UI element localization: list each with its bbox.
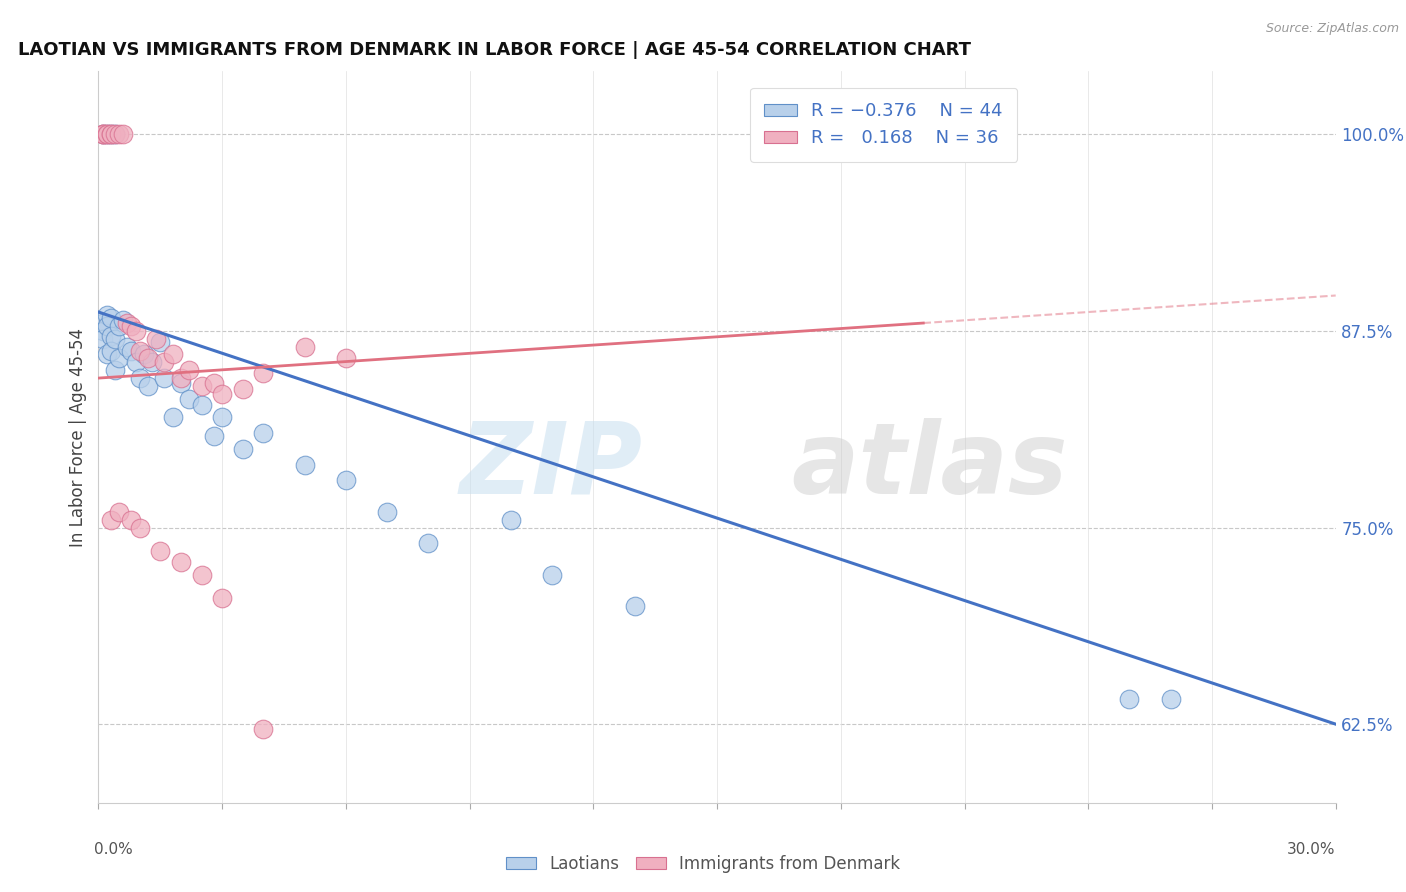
Point xyxy=(128,344,150,359)
Point xyxy=(202,429,225,443)
Point xyxy=(91,316,114,330)
Point xyxy=(108,128,131,142)
Point xyxy=(179,392,201,406)
Point xyxy=(128,520,150,534)
Point xyxy=(124,355,146,369)
Point xyxy=(170,376,193,390)
Y-axis label: In Labor Force | Age 45-54: In Labor Force | Age 45-54 xyxy=(69,327,87,547)
Point xyxy=(252,426,274,441)
Point xyxy=(104,363,127,377)
Point xyxy=(91,128,114,142)
Point xyxy=(108,319,131,334)
Text: 0.0%: 0.0% xyxy=(94,842,134,857)
Point xyxy=(100,513,122,527)
Text: Source: ZipAtlas.com: Source: ZipAtlas.com xyxy=(1265,22,1399,36)
Point xyxy=(232,382,254,396)
Point xyxy=(1118,692,1140,706)
Point xyxy=(128,371,150,385)
Text: 30.0%: 30.0% xyxy=(1288,842,1336,857)
Point xyxy=(418,536,440,550)
Point xyxy=(136,351,159,365)
Point xyxy=(112,128,135,142)
Point xyxy=(375,505,398,519)
Point xyxy=(120,344,142,359)
Point xyxy=(100,311,122,326)
Point xyxy=(108,351,131,365)
Point xyxy=(104,128,127,142)
Point xyxy=(91,128,114,142)
Point xyxy=(190,398,212,412)
Point xyxy=(117,316,139,330)
Point xyxy=(211,410,233,425)
Point xyxy=(153,355,176,369)
Point xyxy=(104,332,127,346)
Point xyxy=(252,722,274,736)
Point xyxy=(120,513,142,527)
Point xyxy=(211,591,233,606)
Point xyxy=(149,544,172,558)
Point xyxy=(162,347,184,361)
Point xyxy=(96,319,118,334)
Point xyxy=(170,371,193,385)
Legend: R = −0.376    N = 44, R =   0.168    N = 36: R = −0.376 N = 44, R = 0.168 N = 36 xyxy=(749,87,1018,161)
Point xyxy=(252,367,274,381)
Point xyxy=(149,334,172,349)
Point xyxy=(96,128,118,142)
Point xyxy=(96,308,118,322)
Point xyxy=(124,324,146,338)
Text: atlas: atlas xyxy=(792,417,1067,515)
Point xyxy=(91,128,114,142)
Point xyxy=(132,347,155,361)
Text: LAOTIAN VS IMMIGRANTS FROM DENMARK IN LABOR FORCE | AGE 45-54 CORRELATION CHART: LAOTIAN VS IMMIGRANTS FROM DENMARK IN LA… xyxy=(18,41,972,59)
Point xyxy=(96,128,118,142)
Point xyxy=(91,324,114,338)
Point xyxy=(100,128,122,142)
Point xyxy=(170,555,193,569)
Point xyxy=(100,128,122,142)
Point xyxy=(232,442,254,456)
Point xyxy=(136,379,159,393)
Point xyxy=(153,371,176,385)
Point xyxy=(162,410,184,425)
Legend: Laotians, Immigrants from Denmark: Laotians, Immigrants from Denmark xyxy=(499,848,907,880)
Point xyxy=(96,347,118,361)
Text: ZIP: ZIP xyxy=(460,417,643,515)
Point xyxy=(100,128,122,142)
Point xyxy=(541,567,564,582)
Point xyxy=(623,599,645,614)
Point xyxy=(108,505,131,519)
Point xyxy=(96,128,118,142)
Point xyxy=(179,363,201,377)
Point xyxy=(335,473,357,487)
Point xyxy=(120,319,142,334)
Point xyxy=(294,458,316,472)
Point xyxy=(112,313,135,327)
Point xyxy=(190,379,212,393)
Point xyxy=(141,355,163,369)
Point xyxy=(190,567,212,582)
Point xyxy=(499,513,522,527)
Point xyxy=(104,128,127,142)
Point xyxy=(100,344,122,359)
Point xyxy=(202,376,225,390)
Point xyxy=(211,387,233,401)
Point xyxy=(91,332,114,346)
Point xyxy=(100,328,122,343)
Point xyxy=(1160,692,1182,706)
Point xyxy=(117,340,139,354)
Point xyxy=(91,128,114,142)
Point xyxy=(294,340,316,354)
Point xyxy=(145,332,167,346)
Point xyxy=(335,351,357,365)
